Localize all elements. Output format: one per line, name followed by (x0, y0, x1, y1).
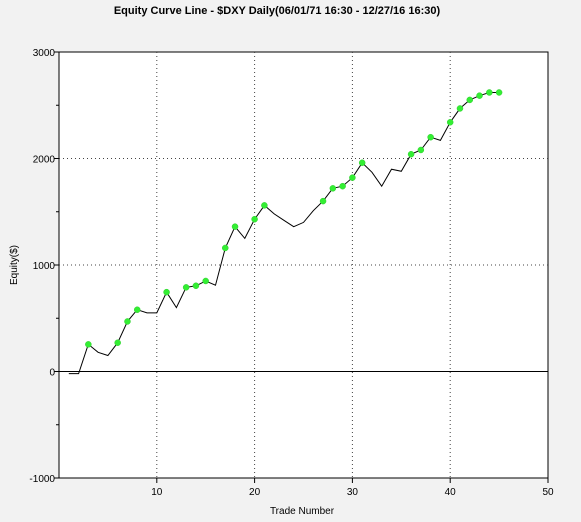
x-tick-label-30: 30 (347, 487, 359, 498)
data-point (163, 288, 170, 296)
data-point (85, 341, 92, 348)
data-point (446, 119, 454, 126)
y-axis-label: Equity($) (9, 245, 20, 285)
data-point (339, 182, 346, 190)
chart-title: Equity Curve Line - $DXY Daily(06/01/71 … (114, 5, 441, 17)
data-point (349, 174, 356, 181)
data-point (133, 306, 141, 313)
y-tick-label--1000: -1000 (29, 474, 55, 485)
equity-line (68, 92, 500, 375)
data-point (486, 89, 493, 96)
data-point (261, 202, 268, 209)
y-tick-label-0: 0 (49, 368, 55, 379)
tick-labels: 10 20 30 40 50 -1000 0 1000 2000 3000 (29, 48, 554, 498)
data-point (251, 215, 258, 223)
data-point (466, 96, 474, 104)
data-point (231, 223, 239, 230)
data-point (456, 105, 464, 112)
data-point (407, 150, 415, 158)
data-point (222, 244, 229, 252)
data-point (319, 197, 327, 205)
data-point (427, 133, 434, 141)
y-tick-label-2000: 2000 (33, 155, 56, 166)
x-tick-label-50: 50 (542, 487, 554, 498)
data-point (476, 92, 483, 99)
gridlines (59, 52, 548, 478)
data-point (114, 339, 121, 346)
data-point (495, 89, 503, 96)
x-tick-label-10: 10 (151, 487, 163, 498)
data-point (329, 185, 337, 192)
data-point (358, 159, 366, 167)
data-point (124, 318, 131, 325)
x-axis-label: Trade Number (270, 506, 335, 517)
y-tick-label-3000: 3000 (33, 48, 56, 59)
x-tick-label-40: 40 (445, 487, 457, 498)
x-tick-label-20: 20 (249, 487, 261, 498)
y-tick-label-1000: 1000 (33, 261, 56, 272)
data-point (202, 277, 209, 285)
data-point (417, 146, 425, 154)
axis-ticks (54, 51, 549, 483)
data-point (192, 282, 200, 290)
series-equity (68, 89, 503, 375)
data-point (182, 284, 190, 291)
